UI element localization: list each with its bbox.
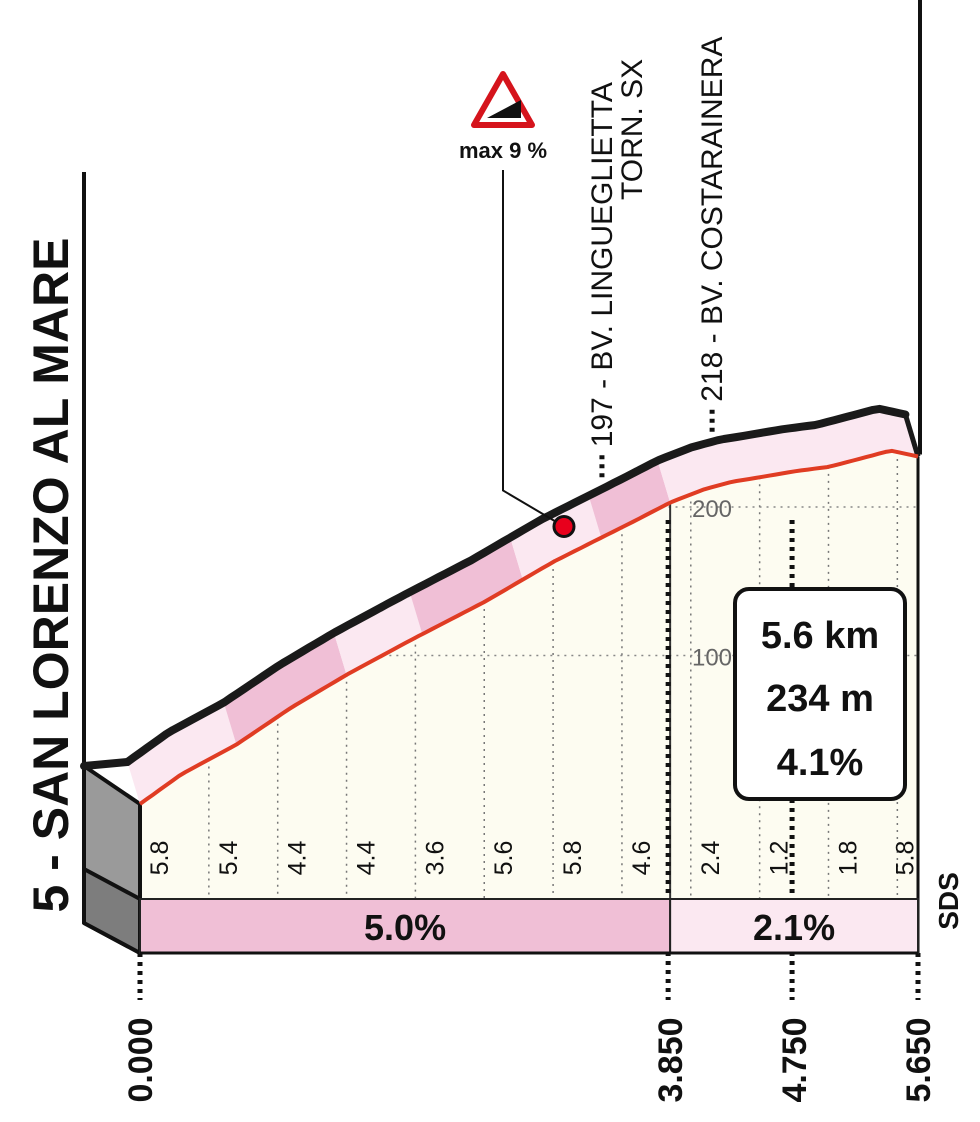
section-bar — [139, 898, 672, 954]
km-gradient-label: 1.2 — [766, 841, 794, 876]
km-gradient-label: 2.4 — [697, 841, 725, 876]
summary-elevation: 234 m — [766, 678, 874, 720]
profile-ground-line — [138, 448, 919, 806]
profile-band-segment — [409, 537, 523, 635]
km-gradient-label: 5.4 — [215, 841, 243, 876]
section-gradient-label: 2.1% — [753, 907, 835, 948]
distance-marker-label: 3.850 — [652, 1017, 690, 1102]
end-distance-label: 5.650 — [900, 1017, 938, 1102]
summary-distance: 5.6 km — [761, 615, 879, 657]
section-bar-layer — [139, 898, 920, 955]
section-bar — [669, 898, 920, 954]
summary-box: 5.6 km 234 m 4.1% — [733, 587, 907, 801]
start-distance-label: 0.000 — [122, 1017, 160, 1102]
waypoint-label: 218 - BV. COSTARAINERA — [696, 37, 729, 402]
profile-band-segment — [657, 409, 918, 503]
km-gradient-label: 1.8 — [834, 841, 862, 876]
profile-lines-layer — [80, 170, 921, 806]
waypoint-label-line2: TORN. SX — [616, 59, 649, 200]
brand-logo: SDS — [933, 872, 964, 930]
max-gradient-label: max 9 % — [459, 138, 547, 163]
profile-top-line-start — [80, 758, 132, 770]
profile-band-segment — [127, 702, 237, 804]
summary-gradient: 4.1% — [777, 742, 864, 784]
ground-fill — [140, 450, 918, 899]
slope-icon — [487, 100, 521, 118]
km-gradient-label: 5.8 — [891, 841, 919, 876]
climb-title: 5 - SAN LORENZO AL MARE — [23, 237, 79, 912]
max-gradient-dot — [552, 514, 576, 538]
km-gradient-label: 4.4 — [284, 841, 312, 876]
distance-marker-label: 4.750 — [776, 1017, 814, 1102]
section-gradient-label: 5.0% — [364, 907, 446, 948]
profile-right-edge — [903, 413, 921, 458]
altitude-tick-label: 100 — [692, 645, 732, 672]
km-gradient-label: 3.6 — [421, 841, 449, 876]
km-gradient-label: 4.4 — [353, 841, 381, 876]
max-gradient-leader — [502, 170, 565, 528]
labels-layer: 100 200 5.0% 2.1% 5.8 5.4 4.4 4.4 3.6 5.6 5.8 4.6 2.… — [122, 37, 938, 1103]
km-gradient-label: 5.6 — [490, 841, 518, 876]
waypoint-label: 197 - BV. LINGUEGLIETTA — [586, 82, 619, 447]
profile-band-segment — [588, 460, 671, 538]
profile-band-segment — [333, 592, 423, 675]
altitude-tick-label: 200 — [692, 496, 732, 523]
profile-band-segment — [223, 632, 347, 745]
max-gradient-sign: max 9 % — [459, 71, 547, 163]
km-gradient-label: 4.6 — [628, 841, 656, 876]
km-gradient-label: 5.8 — [559, 841, 587, 876]
profile-top-line — [123, 404, 910, 766]
km-gradient-label: 5.8 — [146, 841, 174, 876]
profile-band-segment — [510, 495, 602, 580]
profile-band-layer — [127, 409, 918, 804]
